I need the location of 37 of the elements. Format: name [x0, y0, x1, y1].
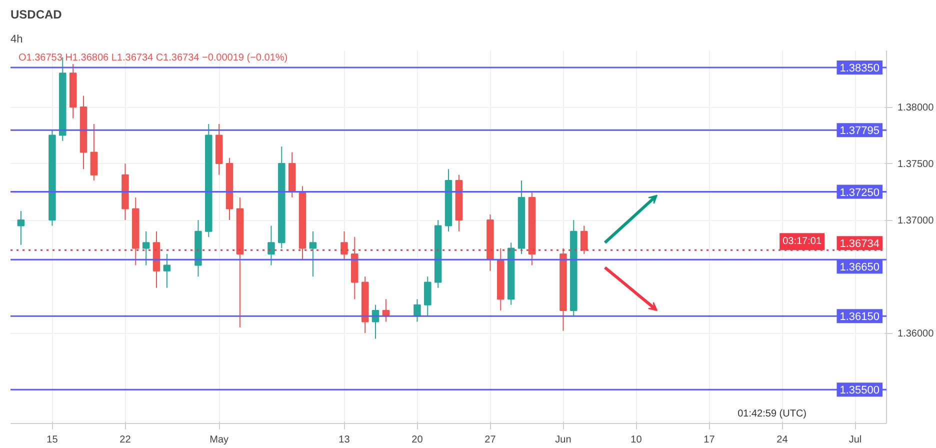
x-tick-label: 15	[46, 434, 58, 446]
x-tick-label: 20	[412, 434, 424, 446]
y-tick-label: 1.37500	[898, 159, 934, 170]
candlestick	[580, 225, 588, 254]
y-tick-label: 1.38000	[898, 102, 934, 114]
annotation: 03:17:01	[782, 236, 822, 248]
candlestick	[90, 123, 98, 181]
x-tick-label: 24	[776, 434, 788, 446]
annotation: O1.36753 H1.36806 L1.36734 C1.36734 −0.00019 (−0.01%)	[18, 52, 288, 64]
candlestick	[424, 276, 432, 317]
ref-line-label: 1.37795	[840, 125, 880, 138]
candlestick	[163, 253, 171, 288]
x-tick-label: 13	[338, 434, 350, 446]
x-tick-label: 22	[120, 434, 132, 446]
chart-title: USDCAD	[10, 8, 62, 22]
x-tick-label: Jun	[555, 434, 572, 446]
candlestick	[340, 230, 348, 260]
x-tick-label: 10	[630, 434, 642, 446]
candlestick	[17, 210, 25, 246]
x-tick-label: May	[210, 434, 229, 446]
y-tick-label: 1.37000	[898, 216, 934, 227]
ref-line-label: 1.37250	[840, 186, 880, 199]
ref-line-label: 1.36650	[840, 262, 880, 274]
x-tick-label: 17	[704, 434, 716, 446]
ref-line-label: 1.35500	[840, 384, 880, 397]
x-tick-label: Jul	[848, 434, 862, 446]
ref-line-label: 1.36734	[840, 238, 880, 250]
ref-line-label: 1.36150	[840, 311, 880, 324]
candlestick	[142, 230, 150, 266]
candlestick	[309, 230, 317, 278]
y-tick-label: 1.36000	[898, 328, 934, 340]
x-tick-label: 27	[484, 434, 496, 446]
chart-subtitle: 4h	[10, 34, 23, 46]
annotation: 01:42:59 (UTC)	[738, 408, 807, 420]
candlestick	[414, 298, 421, 322]
candlestick	[268, 225, 275, 266]
ref-line-label: 1.38350	[840, 62, 880, 74]
